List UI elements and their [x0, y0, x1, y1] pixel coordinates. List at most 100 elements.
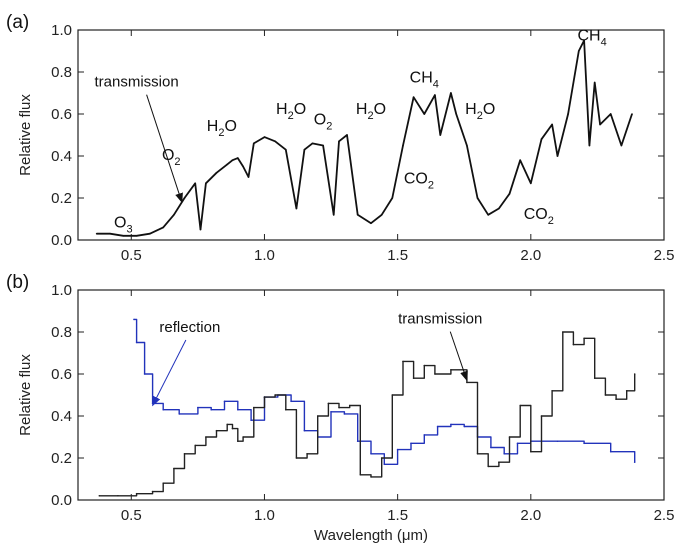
data-point	[450, 92, 452, 94]
molecule-label: CH4	[410, 70, 439, 91]
data-point	[593, 81, 596, 84]
data-point	[423, 434, 426, 436]
data-point	[311, 142, 314, 145]
y-axis-label: Relative flux	[17, 94, 34, 176]
data-point	[274, 394, 276, 396]
data-point	[567, 113, 569, 115]
y-tick-label: 0.4	[51, 408, 72, 425]
data-point	[530, 450, 532, 453]
data-point	[434, 373, 436, 375]
y-tick-label: 0.0	[51, 492, 72, 509]
y-tick-label: 0.0	[51, 232, 72, 249]
x-tick-label: 1.0	[254, 247, 275, 264]
annotation-label: transmission	[94, 74, 178, 91]
y-tick-label: 0.6	[51, 106, 72, 123]
data-point	[609, 113, 612, 115]
data-point	[633, 373, 636, 375]
series-line-0	[133, 318, 636, 465]
plot-frame	[77, 29, 665, 241]
molecule-label: O2	[162, 147, 181, 168]
data-point	[423, 364, 426, 367]
molecule-label: CH4	[577, 28, 606, 49]
data-point	[490, 446, 492, 449]
data-point	[356, 440, 359, 443]
data-point	[274, 140, 276, 143]
data-point	[577, 50, 580, 52]
data-point	[205, 182, 207, 185]
data-point	[237, 440, 239, 443]
annotation-arrow	[146, 94, 183, 204]
data-point	[609, 450, 612, 453]
data-point	[551, 123, 553, 126]
data-point	[391, 197, 394, 199]
data-point	[284, 408, 287, 411]
data-point	[263, 396, 266, 398]
data-point	[498, 461, 500, 464]
data-point	[476, 197, 479, 199]
data-point	[588, 144, 591, 147]
data-point	[572, 343, 575, 346]
data-point	[412, 377, 415, 380]
y-tick-label: 0.8	[51, 64, 72, 81]
data-point	[226, 163, 228, 166]
data-point	[346, 134, 348, 136]
data-point	[322, 144, 324, 147]
data-point	[463, 425, 466, 428]
data-point	[631, 113, 633, 115]
molecule-label: H2O	[207, 118, 237, 139]
data-point	[583, 39, 585, 42]
data-point	[551, 390, 553, 392]
y-tick-label: 0.8	[51, 324, 72, 341]
y-tick-label: 1.0	[51, 282, 72, 299]
data-point	[231, 427, 234, 430]
data-point	[380, 214, 383, 216]
data-point	[423, 113, 426, 115]
data-point	[516, 442, 519, 445]
x-tick-label: 2.0	[520, 507, 541, 524]
data-point	[327, 402, 330, 405]
data-point	[303, 148, 306, 151]
data-point	[247, 176, 250, 178]
y-tick-label: 0.2	[51, 450, 72, 467]
data-point	[593, 377, 596, 380]
y-tick-label: 1.0	[51, 22, 72, 39]
x-tick-label: 1.5	[387, 507, 408, 524]
data-point	[178, 413, 181, 415]
series-line-0	[96, 39, 633, 237]
data-point	[143, 373, 146, 375]
data-point	[434, 94, 436, 96]
data-point	[356, 214, 359, 216]
data-point	[615, 398, 617, 401]
x-tick-label: 1.5	[387, 247, 408, 264]
molecule-label: H2O	[356, 101, 386, 122]
data-point	[519, 404, 521, 407]
data-point	[348, 404, 351, 407]
data-point	[242, 165, 244, 168]
annotation-label: transmission	[398, 311, 482, 328]
data-point	[253, 142, 255, 145]
data-point	[199, 228, 202, 231]
data-point	[476, 453, 479, 455]
data-point	[290, 400, 292, 403]
data-point	[316, 415, 319, 417]
data-point	[284, 148, 287, 151]
data-point	[359, 474, 362, 476]
data-point	[498, 207, 500, 210]
data-point	[633, 461, 636, 464]
data-point	[561, 331, 564, 333]
molecule-label: H2O	[465, 101, 495, 122]
data-point	[450, 369, 452, 371]
data-point	[338, 140, 340, 143]
data-point	[556, 155, 559, 157]
data-point	[205, 436, 207, 438]
data-point	[135, 235, 138, 237]
data-point	[330, 411, 332, 413]
data-point	[295, 457, 298, 459]
data-point	[242, 436, 244, 438]
y-tick-label: 0.2	[51, 190, 72, 207]
data-point	[250, 419, 252, 422]
data-point	[109, 232, 111, 235]
data-point	[303, 429, 306, 432]
panel-label: (a)	[6, 12, 29, 33]
